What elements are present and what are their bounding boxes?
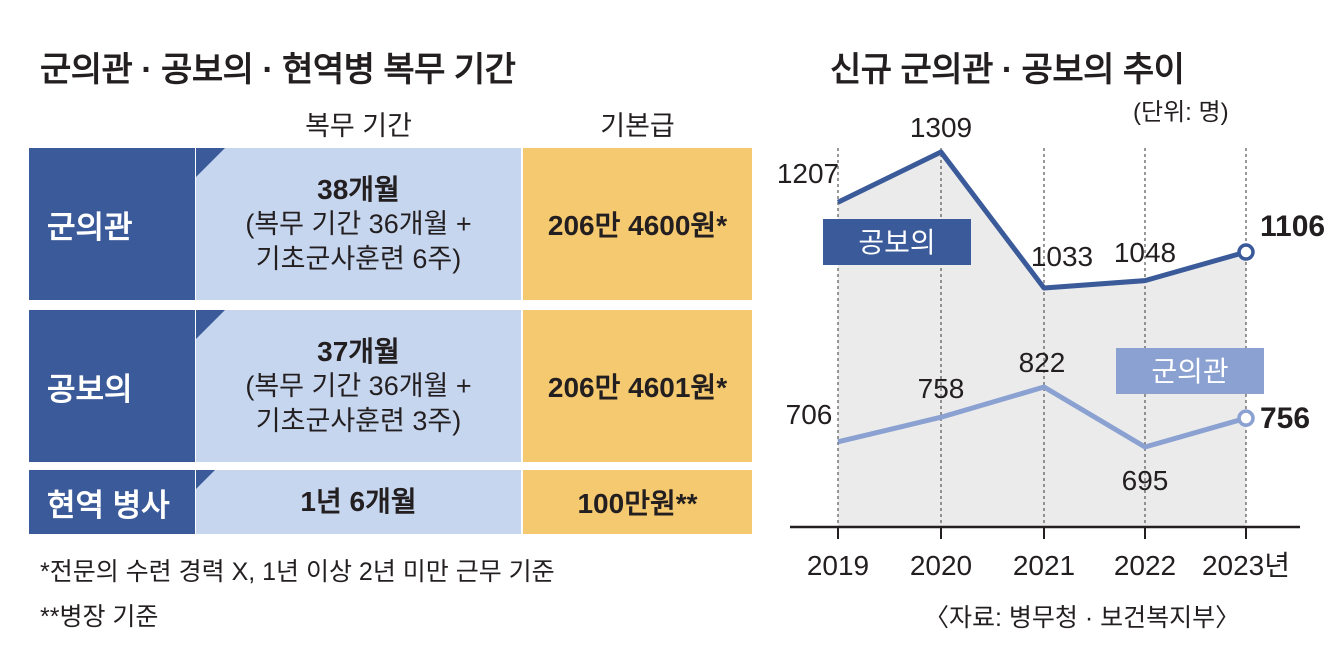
series-line-public-health — [836, 149, 1247, 291]
data-label: 1207 — [777, 158, 839, 189]
x-tick-label: 2023년 — [1202, 550, 1290, 581]
chart-unit: (단위: 명) — [1133, 99, 1229, 126]
row-period-public-health-doctor: 37개월 (복무 기간 36개월 + 기초군사훈련 3주) — [196, 310, 521, 462]
series-line-military-doctor — [837, 384, 1247, 450]
data-label: 758 — [918, 373, 965, 404]
data-label: 1106 — [1260, 210, 1325, 243]
period-detail: 기초군사훈련 3주) — [255, 405, 462, 436]
series-end-marker — [1237, 243, 1255, 261]
period-main: 1년 6개월 — [300, 486, 417, 518]
data-label: 706 — [786, 399, 833, 430]
series-tag-box — [823, 219, 971, 265]
row-pay-public-health-doctor: 206만 4601원* — [523, 310, 752, 462]
footnote: **병장 기준 — [40, 603, 159, 631]
row-pay-active-soldier: 100만원** — [523, 470, 752, 534]
data-label: 756 — [1260, 402, 1310, 435]
row-period-active-soldier: 1년 6개월 — [196, 470, 521, 534]
period-detail: 기초군사훈련 6주) — [255, 243, 462, 274]
period-detail: (복무 기간 36개월 + — [245, 209, 472, 240]
data-label: 1033 — [1031, 241, 1093, 272]
footnote: *전문의 수련 경력 X, 1년 이상 2년 미만 근무 기준 — [40, 558, 555, 586]
x-tick-label: 2019 — [807, 550, 869, 581]
x-tick-label: 2022 — [1114, 550, 1176, 581]
data-label: 822 — [1019, 347, 1066, 378]
row-pay-military-doctor: 206만 4600원* — [523, 148, 752, 300]
chart-source: 〈자료: 병무청 · 보건복지부〉 — [924, 604, 1241, 632]
row-label-military-doctor: 군의관 — [29, 148, 195, 300]
area-fill-public-health — [838, 152, 1246, 527]
column-header-pay: 기본급 — [600, 111, 675, 141]
series-tag-label: 공보의 — [858, 227, 935, 258]
table-title: 군의관 · 공보의 · 현역병 복무 기간 — [40, 51, 516, 89]
data-label: 1309 — [910, 112, 972, 143]
row-label-public-health-doctor: 공보의 — [29, 310, 195, 462]
series-tag-label: 군의관 — [1151, 356, 1228, 387]
period-detail: (복무 기간 36개월 + — [245, 371, 472, 402]
data-label: 695 — [1122, 465, 1169, 496]
period-main: 38개월 — [317, 173, 400, 205]
chart-title: 신규 군의관 · 공보의 추이 — [830, 51, 1185, 89]
period-main: 37개월 — [317, 335, 400, 367]
row-period-military-doctor: 38개월 (복무 기간 36개월 + 기초군사훈련 6주) — [196, 148, 521, 300]
series-end-marker — [1237, 409, 1255, 427]
data-label: 1048 — [1114, 237, 1176, 268]
row-label-active-soldier: 현역 병사 — [29, 470, 195, 534]
column-header-period: 복무 기간 — [305, 111, 412, 141]
x-tick-label: 2021 — [1013, 550, 1075, 581]
series-tag-box — [1116, 348, 1264, 394]
cell-notch-decoration — [196, 148, 225, 489]
x-tick-label: 2020 — [910, 550, 972, 581]
